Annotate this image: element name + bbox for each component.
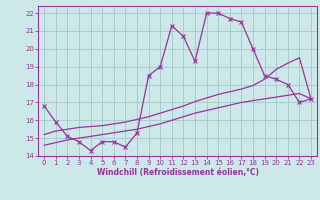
X-axis label: Windchill (Refroidissement éolien,°C): Windchill (Refroidissement éolien,°C): [97, 168, 259, 177]
